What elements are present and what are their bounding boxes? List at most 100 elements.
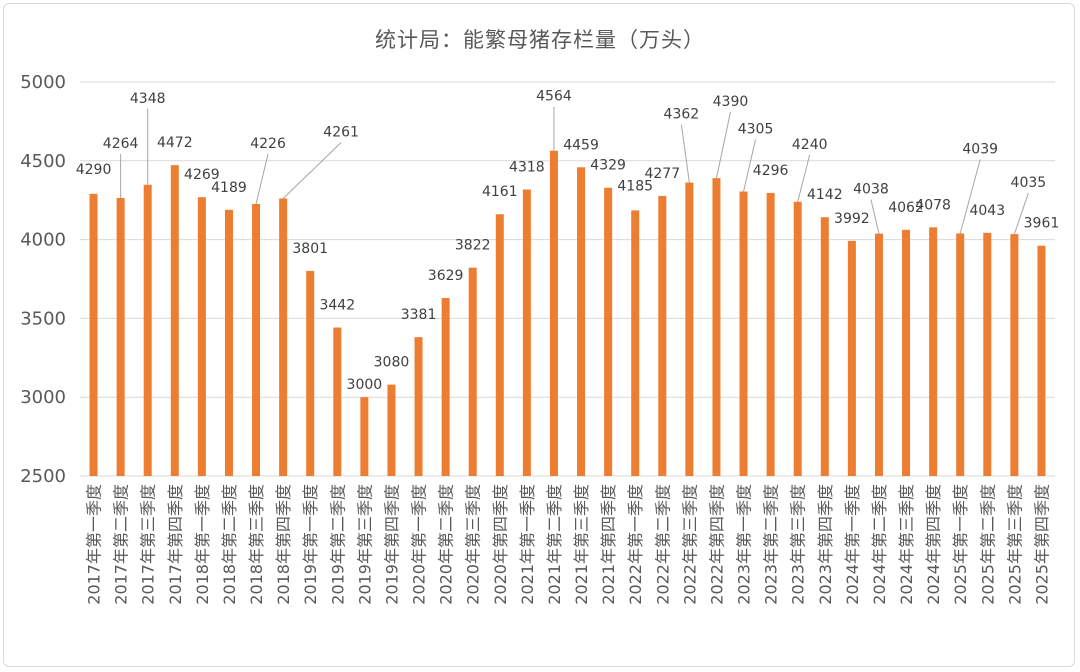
data-label: 4348: [130, 91, 166, 107]
x-category-label: 2022年第一季度: [626, 484, 645, 605]
data-label: 4459: [563, 137, 599, 153]
data-label: 4305: [738, 122, 774, 138]
label-leader-line: [1013, 192, 1029, 235]
chart-title: 统计局：能繁母猪存栏量（万头）: [375, 28, 705, 52]
data-label: 4185: [617, 178, 653, 194]
bar: [252, 203, 261, 476]
bar: [1037, 245, 1046, 476]
y-axis-ticks: 2500 3000 3500 4000 4500 5000: [20, 72, 66, 487]
bar: [522, 189, 531, 476]
x-category-label: 2024年第一季度: [843, 484, 862, 605]
y-tick-label: 3500: [20, 308, 66, 329]
bar: [387, 384, 396, 476]
bar: [306, 270, 315, 476]
bar: [549, 150, 558, 476]
data-label: 4078: [915, 197, 951, 213]
data-label: 4189: [211, 180, 247, 196]
x-category-label: 2024年第三季度: [897, 484, 916, 605]
bar: [170, 165, 179, 476]
data-label: 4226: [250, 136, 286, 152]
x-category-label: 2025年第二季度: [978, 484, 997, 605]
label-leader-line: [282, 142, 342, 199]
data-label: 4039: [962, 141, 998, 157]
data-label: 4296: [753, 163, 789, 179]
data-label: 4062: [888, 200, 924, 216]
x-category-label: 2021年第三季度: [572, 484, 591, 605]
x-category-label: 2018年第二季度: [220, 484, 239, 605]
x-category-label: 2024年第二季度: [870, 484, 889, 605]
bar: [577, 167, 586, 476]
x-category-label: 2023年第四季度: [816, 484, 835, 605]
bar: [414, 337, 423, 476]
data-label: 4318: [509, 159, 545, 175]
x-category-label: 2024年第四季度: [924, 484, 943, 605]
x-category-label: 2018年第三季度: [247, 484, 266, 605]
bar: [658, 195, 667, 476]
bar: [685, 182, 694, 476]
bar: [1010, 234, 1019, 476]
x-category-label: 2025年第三季度: [1005, 484, 1024, 605]
x-category-label: 2017年第四季度: [166, 484, 185, 605]
x-category-label: 2021年第一季度: [518, 484, 537, 605]
data-label: 4261: [323, 124, 359, 140]
bar: [874, 233, 883, 476]
bar: [712, 178, 721, 477]
x-category-label: 2022年第三季度: [680, 484, 699, 605]
label-leader-line: [680, 124, 690, 183]
y-tick-label: 5000: [20, 72, 66, 93]
x-category-label: 2020年第一季度: [410, 484, 429, 605]
x-category-label: 2020年第四季度: [491, 484, 510, 605]
data-label: 4269: [184, 167, 220, 183]
x-category-label: 2020年第二季度: [437, 484, 456, 605]
label-leader-line: [743, 139, 757, 192]
x-category-label: 2020年第三季度: [464, 484, 483, 605]
y-tick-label: 3000: [20, 387, 66, 408]
data-label: 3080: [374, 355, 410, 371]
bar: [495, 214, 504, 477]
chart-frame: [3, 3, 1075, 667]
bar: [333, 327, 342, 476]
y-tick-label: 4500: [20, 151, 66, 172]
x-category-label: 2019年第一季度: [301, 484, 320, 605]
x-category-label: 2023年第三季度: [789, 484, 808, 605]
data-label: 3961: [1024, 216, 1060, 232]
data-label: 3381: [401, 307, 437, 323]
bar: [631, 210, 640, 476]
bar: [847, 240, 856, 476]
x-category-label: 2022年第四季度: [707, 484, 726, 605]
data-label: 3801: [292, 241, 328, 257]
bar: [116, 197, 125, 477]
data-label: 4043: [969, 203, 1005, 219]
data-label: 4390: [713, 94, 749, 110]
data-label: 4142: [807, 187, 843, 203]
data-label: 3442: [319, 298, 355, 314]
label-leader-line: [959, 159, 981, 234]
bar: [820, 217, 829, 476]
x-category-label: 2019年第二季度: [328, 484, 347, 605]
bar: [197, 197, 206, 476]
label-leader-line: [797, 154, 811, 202]
x-category-label: 2025年第一季度: [951, 484, 970, 605]
data-label: 4035: [1011, 175, 1047, 191]
x-category-label: 2018年第四季度: [274, 484, 293, 605]
data-label: 3629: [428, 268, 464, 284]
data-label: 4472: [157, 135, 193, 151]
x-category-label: 2023年第二季度: [762, 484, 781, 605]
bar: [902, 229, 911, 476]
x-category-label: 2019年第四季度: [382, 484, 401, 605]
x-category-label: 2022年第二季度: [653, 484, 672, 605]
bar: [224, 209, 233, 476]
data-label: 4277: [644, 166, 680, 182]
data-label: 3000: [347, 377, 383, 393]
bar: [983, 232, 992, 476]
gridlines: [80, 81, 1055, 477]
bar: [739, 191, 748, 477]
label-leader-line: [870, 199, 880, 234]
bar: [143, 184, 152, 477]
bar: [441, 298, 450, 476]
bar: [929, 227, 938, 476]
bars: [89, 150, 1046, 477]
bar: [793, 201, 802, 476]
